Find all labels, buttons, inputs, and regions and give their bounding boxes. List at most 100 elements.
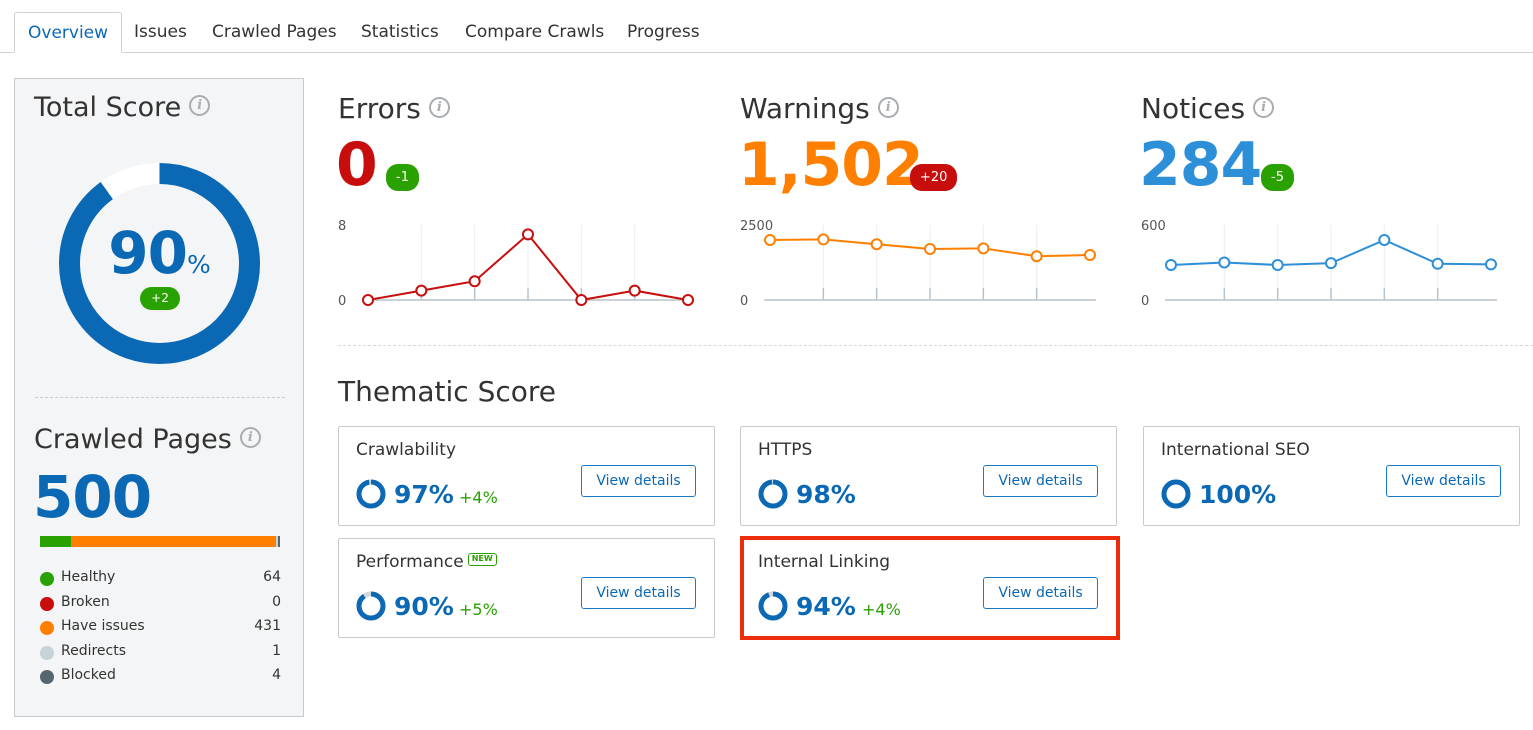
tab-progress[interactable]: Progress	[627, 22, 700, 42]
warnings-heading: Warnings i	[740, 92, 899, 125]
thematic-card-internal-linking: Internal Linking 94% +4% View details	[740, 538, 1117, 638]
warnings-trend-chart: 2500 0	[740, 219, 1096, 309]
donut-chart	[59, 163, 260, 364]
trend-point[interactable]	[1378, 234, 1391, 246]
notices-delta-badge: -5	[1261, 164, 1294, 191]
legend-item[interactable]: Healthy 64	[40, 569, 281, 594]
notices-trend-chart: 600 0	[1141, 219, 1497, 309]
trend-point[interactable]	[764, 234, 776, 246]
tab-compare-crawls[interactable]: Compare Crawls	[465, 22, 605, 42]
bar-segment-redirects	[275, 536, 278, 547]
thematic-card-crawlability: Crawlability 97% +4% View details	[338, 426, 715, 526]
legend-dot	[40, 645, 54, 660]
trend-point[interactable]	[1431, 257, 1444, 270]
notices-title: Notices	[1141, 92, 1246, 125]
warnings-delta-badge: +20	[910, 164, 958, 191]
legend-value: 64	[263, 569, 281, 585]
ring-fill	[758, 479, 788, 509]
card-score: 100%	[1199, 480, 1277, 509]
trend-point[interactable]	[1485, 258, 1497, 271]
trend-point[interactable]	[682, 294, 694, 306]
trend-point[interactable]	[628, 284, 641, 297]
total-score-heading: Total Score i	[34, 92, 211, 123]
score-ring-icon	[1161, 479, 1191, 509]
card-delta: +4%	[862, 600, 901, 619]
panel-divider	[35, 397, 285, 398]
info-icon[interactable]: i	[1253, 96, 1275, 118]
card-score: 98%	[796, 480, 856, 509]
notices-count[interactable]: 284	[1139, 130, 1262, 200]
legend-label: Blocked	[61, 667, 116, 684]
trend-point[interactable]	[1325, 257, 1337, 270]
view-details-button[interactable]: View details	[983, 465, 1098, 497]
legend-value: 4	[272, 667, 281, 684]
total-score-delta-badge: +2	[140, 287, 180, 310]
info-icon[interactable]: i	[877, 96, 899, 118]
tab-overview[interactable]: Overview	[14, 12, 123, 53]
warnings-widget: Warnings i 1,502 +20 2500 0	[738, 92, 1120, 317]
trend-point[interactable]	[415, 284, 428, 297]
card-score: 94%	[796, 592, 856, 621]
legend-value: 0	[272, 593, 281, 610]
info-icon[interactable]: i	[189, 95, 211, 116]
view-details-button[interactable]: View details	[581, 577, 696, 609]
view-details-button[interactable]: View details	[1386, 465, 1501, 497]
trend-point[interactable]	[1218, 256, 1231, 269]
trend-point[interactable]	[522, 228, 534, 241]
highlight-box	[740, 536, 1120, 640]
ring-fill	[356, 591, 386, 621]
legend-item[interactable]: Blocked 4	[40, 667, 281, 692]
warnings-count[interactable]: 1,502	[738, 130, 924, 200]
errors-heading: Errors i	[338, 92, 450, 125]
errors-delta-badge: -1	[386, 164, 419, 191]
trend-point[interactable]	[1030, 250, 1043, 263]
tab-bar: Overview Issues Crawled Pages Statistics…	[0, 0, 1533, 53]
bar-segment-blocked	[277, 536, 280, 547]
trend-point[interactable]	[575, 294, 588, 306]
view-details-button[interactable]: View details	[983, 577, 1098, 609]
view-details-button[interactable]: View details	[581, 465, 696, 497]
errors-trend-chart: 80	[338, 219, 694, 309]
thematic-card-performance: Performance NEW 90% +5% View details	[338, 538, 715, 638]
tab-issues[interactable]: Issues	[134, 22, 187, 42]
ring-fill	[758, 591, 788, 621]
legend-dot	[40, 572, 54, 586]
trend-point[interactable]	[1271, 259, 1284, 271]
trend-point[interactable]	[977, 242, 990, 255]
score-ring-icon	[356, 591, 386, 621]
legend-item[interactable]: Redirects 1	[40, 643, 281, 668]
card-score: 90%	[394, 592, 454, 621]
y-tick-label: 2500	[740, 219, 773, 234]
trend-point[interactable]	[468, 275, 481, 288]
legend-item[interactable]: Broken 0	[40, 594, 281, 619]
y-tick-label: 0	[338, 294, 346, 309]
trend-point[interactable]	[362, 294, 374, 306]
crawled-pages-count[interactable]: 500	[33, 463, 152, 531]
trend-point[interactable]	[924, 243, 936, 255]
card-delta: +5%	[459, 600, 498, 619]
info-icon[interactable]: i	[239, 427, 261, 448]
card-title: Performance	[356, 552, 464, 572]
trend-point[interactable]	[1165, 259, 1177, 271]
score-ring-icon	[758, 479, 788, 509]
y-tick-label: 600	[1141, 219, 1166, 234]
y-tick-label: 0	[1141, 294, 1149, 309]
legend-item[interactable]: Have issues 431	[40, 618, 281, 643]
summary-panel: Total Score i 90% +2 Crawled Pages i 500 H…	[14, 78, 304, 717]
tab-statistics[interactable]: Statistics	[361, 22, 439, 42]
trend-point[interactable]	[1084, 249, 1096, 261]
trend-point[interactable]	[870, 238, 883, 251]
thematic-score-title: Thematic Score	[338, 375, 556, 408]
thematic-card-https: HTTPS 98% View details	[740, 426, 1117, 526]
tab-crawled-pages[interactable]: Crawled Pages	[212, 22, 337, 42]
card-title-wrap: Performance NEW	[356, 552, 497, 572]
card-title: Internal Linking	[758, 552, 891, 572]
new-badge: NEW	[467, 552, 497, 566]
y-tick-label: 0	[740, 294, 748, 309]
section-divider	[338, 345, 1533, 346]
errors-count[interactable]: 0	[336, 130, 378, 200]
warnings-title: Warnings	[740, 92, 870, 125]
notices-heading: Notices i	[1141, 92, 1275, 125]
trend-point[interactable]	[817, 233, 830, 246]
info-icon[interactable]: i	[428, 96, 450, 118]
